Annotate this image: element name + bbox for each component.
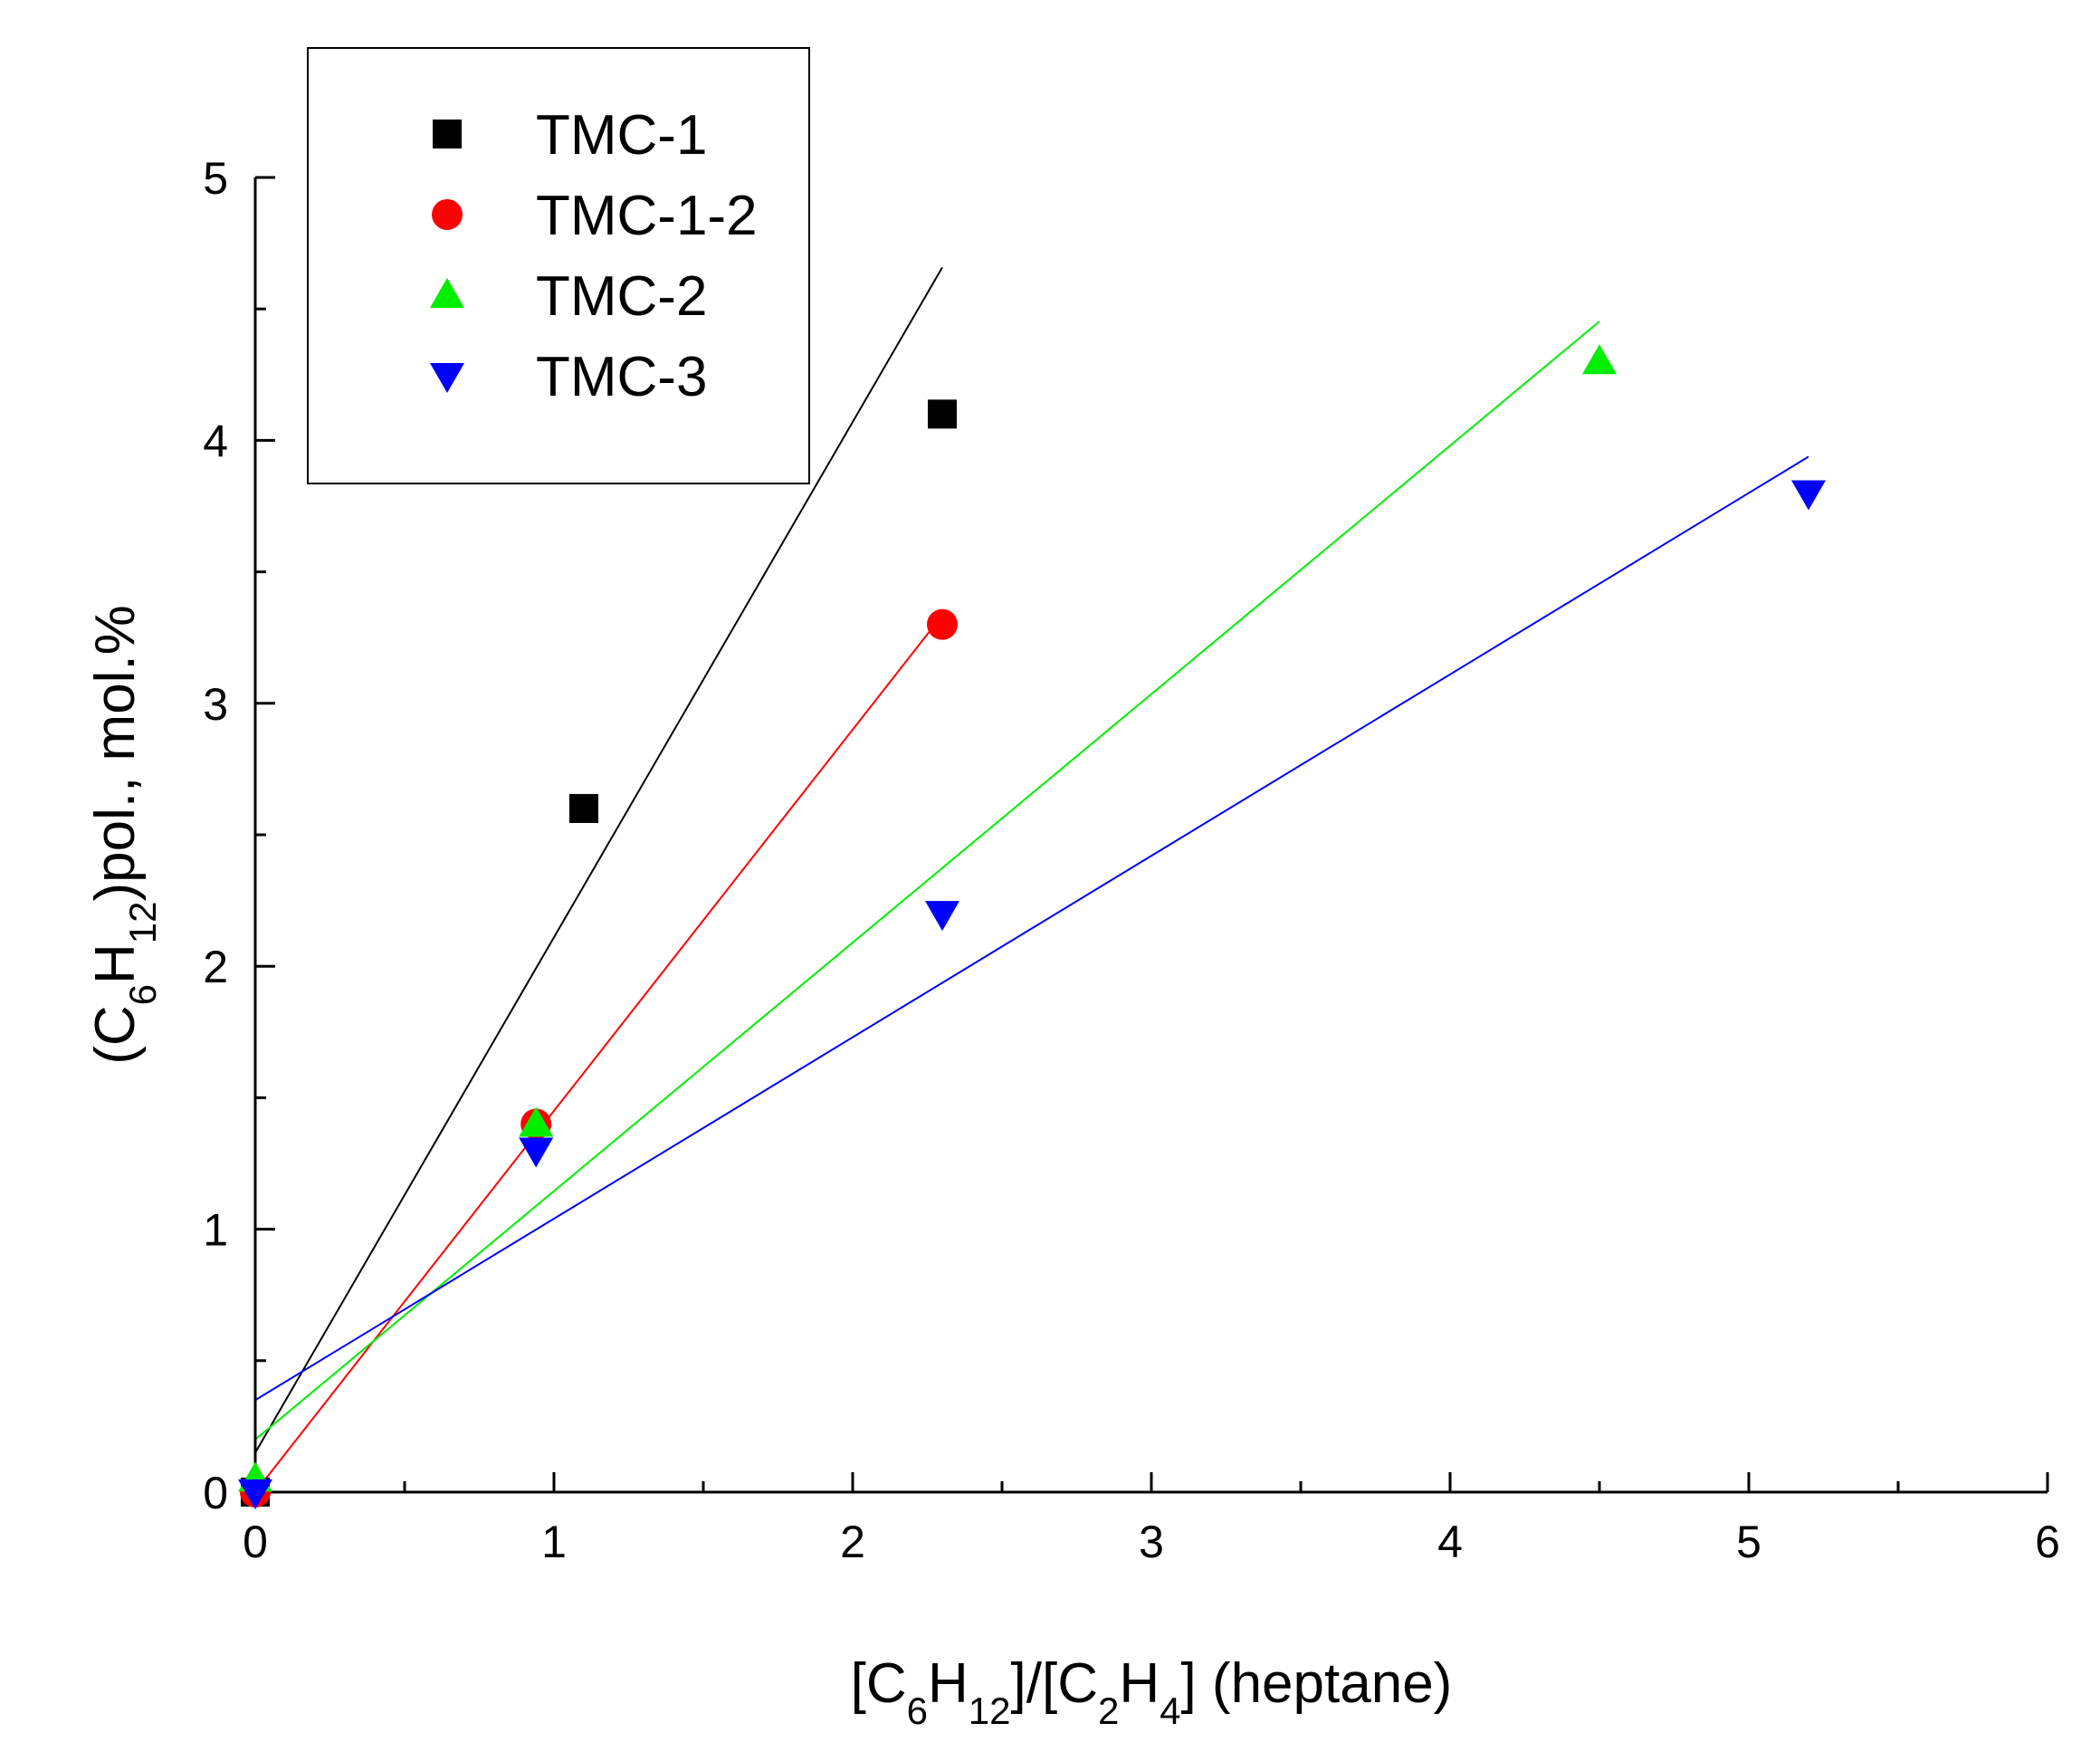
legend-marker-tmc-1-2 [432, 199, 463, 230]
x-tick-label: 3 [1139, 1517, 1164, 1567]
fit-line-tmc-1-2 [254, 614, 943, 1493]
y-axis-label: (C6H12)pol., mol.% [84, 605, 164, 1065]
x-tick-label: 5 [1736, 1517, 1761, 1567]
legend-label-tmc-1: TMC-1 [536, 104, 707, 167]
data-points [238, 344, 1826, 1509]
data-point-tmc-3 [925, 901, 959, 932]
y-tick-label: 0 [203, 1468, 228, 1518]
legend-label-tmc-1-2: TMC-1-2 [536, 185, 758, 247]
legend-marker-tmc-1 [433, 120, 462, 148]
legend-marker-tmc-3 [430, 363, 464, 393]
fit-lines [254, 266, 1809, 1493]
x-tick-label: 0 [243, 1517, 268, 1567]
x-axis-label: [C6H12]/[C2H4] (heptane) [851, 1652, 1453, 1732]
y-tick-label: 2 [203, 942, 228, 992]
tick-labels: 0 1 2 3 4 5 6 0 1 2 3 4 5 [203, 153, 2060, 1567]
ticks [253, 176, 2049, 1494]
data-point-tmc-3 [238, 1479, 272, 1509]
legend-label-tmc-3: TMC-3 [536, 346, 707, 408]
fit-line-tmc-2 [254, 321, 1600, 1440]
legend-label-tmc-2: TMC-2 [536, 265, 707, 328]
legend-marker-tmc-2 [430, 278, 464, 308]
data-point-tmc-1 [569, 793, 598, 823]
x-tick-label: 1 [541, 1517, 567, 1567]
x-tick-label: 4 [1437, 1517, 1463, 1567]
data-point-tmc-1-2 [927, 608, 958, 640]
y-tick-label: 5 [203, 153, 228, 204]
data-point-tmc-3 [519, 1137, 554, 1168]
x-tick-label: 6 [2035, 1517, 2060, 1567]
data-point-tmc-2 [519, 1106, 554, 1137]
y-tick-label: 1 [203, 1205, 228, 1256]
y-tick-label: 3 [203, 679, 228, 730]
fit-line-tmc-1 [254, 266, 943, 1453]
legend: TMC-1 TMC-1-2 TMC-2 TMC-3 [307, 47, 810, 484]
data-point-tmc-1 [928, 399, 957, 429]
legend-box [307, 47, 810, 484]
y-tick-label: 4 [203, 416, 228, 466]
data-point-tmc-3 [1791, 480, 1826, 511]
x-tick-label: 2 [840, 1517, 865, 1567]
fit-line-tmc-3 [254, 455, 1809, 1402]
data-point-tmc-2 [1582, 344, 1617, 375]
